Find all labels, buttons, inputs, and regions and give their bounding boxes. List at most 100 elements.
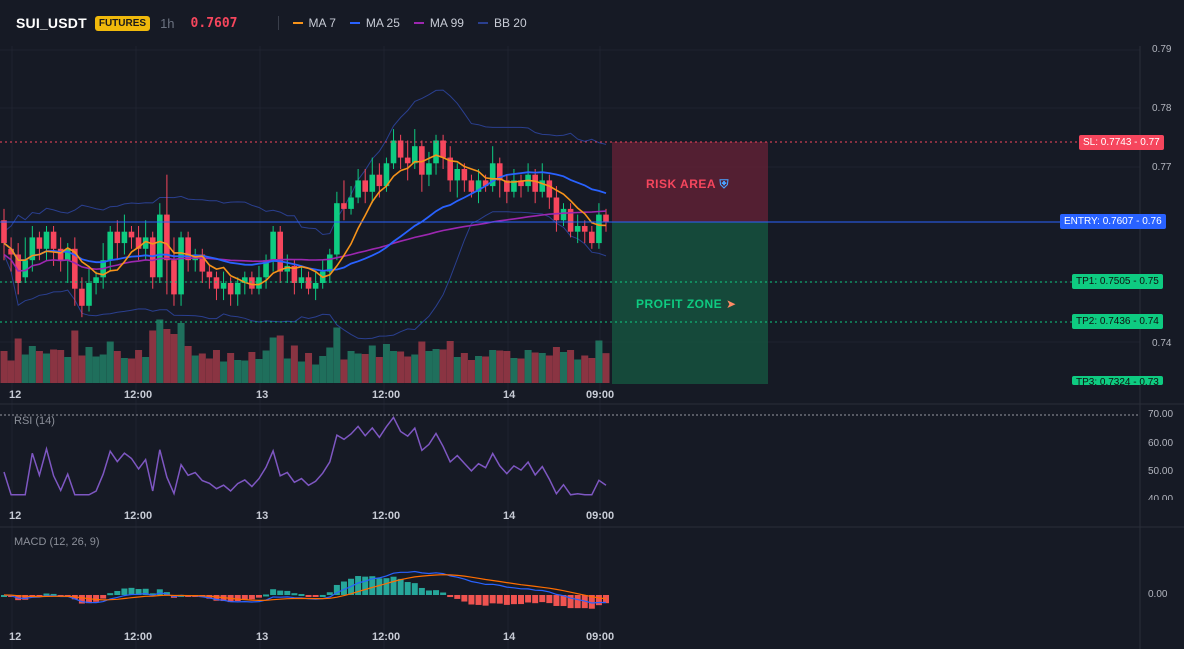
macd-histogram-bar: [525, 595, 532, 603]
entry-tag[interactable]: ENTRY: 0.7607 - 0.76: [1060, 214, 1166, 229]
candle-body: [553, 197, 560, 221]
candle-body: [277, 231, 284, 272]
time-label: 12:00: [372, 510, 401, 522]
time-label: 12:00: [124, 631, 153, 643]
candle-body: [489, 163, 496, 187]
macd-histogram-bar: [43, 593, 50, 596]
timeframe-label[interactable]: 1h: [160, 15, 175, 31]
rsi-title[interactable]: RSI (14): [14, 415, 55, 427]
macd-histogram-bar: [270, 589, 277, 595]
candle-body: [64, 248, 71, 261]
macd-histogram-bar: [447, 595, 454, 598]
macd-histogram-bar: [383, 578, 390, 595]
candle-body: [355, 180, 361, 198]
volume-bar: [120, 358, 128, 383]
signal-line: [3, 574, 607, 602]
price-label: 0.78: [1152, 103, 1172, 114]
macd-histogram-bar: [50, 593, 57, 596]
ma25-swatch: [349, 22, 360, 24]
candle-body: [397, 140, 404, 158]
volume-bar: [177, 323, 185, 383]
volume-bar: [35, 351, 43, 383]
legend-ma99[interactable]: MA 99: [413, 16, 464, 30]
volume-bar: [248, 352, 256, 383]
macd-histogram-bar: [78, 595, 85, 604]
volume-bar: [42, 353, 50, 383]
candle-body: [376, 174, 383, 187]
volume-bar: [390, 351, 398, 383]
tp1-tag[interactable]: TP1: 0.7505 - 0.75: [1072, 274, 1163, 289]
ma7-line: [3, 154, 607, 286]
macd-histogram-bar: [588, 595, 595, 609]
candle-body: [291, 265, 298, 283]
price-label: 0.77: [1152, 162, 1172, 173]
symbol-title[interactable]: SUI_USDT: [16, 15, 87, 31]
volume-bar: [595, 340, 603, 383]
time-label: 12:00: [372, 389, 401, 401]
macd-title[interactable]: MACD (12, 26, 9): [14, 536, 100, 548]
macd-histogram-bar: [248, 595, 255, 600]
bb-upper: [3, 89, 607, 236]
candle-body: [213, 277, 220, 289]
candle-body: [234, 282, 241, 295]
volume-bar: [21, 354, 29, 383]
volume-bar: [127, 358, 135, 383]
volume-bar: [78, 355, 86, 383]
bollinger-bands: [3, 89, 607, 340]
macd-histogram-bar: [114, 591, 121, 595]
volume-bar: [418, 341, 426, 383]
tp3-tag[interactable]: TP3: 0.7324 - 0.73: [1072, 376, 1163, 385]
risk-area-text: RISK AREA: [646, 177, 716, 191]
volume-bar: [85, 347, 93, 383]
legend-ma7[interactable]: MA 7: [292, 16, 336, 30]
volume-bar: [453, 357, 461, 383]
time-label: 12: [9, 510, 22, 522]
candle-body: [142, 237, 149, 249]
volume-bar: [333, 327, 341, 383]
volume-bar: [425, 351, 433, 383]
candle-body: [404, 157, 411, 164]
legend-ma25[interactable]: MA 25: [349, 16, 400, 30]
macd-histogram-bar: [496, 595, 503, 604]
time-label: 12:00: [124, 389, 153, 401]
time-label: 14: [503, 631, 516, 643]
macd-pane: [1, 570, 609, 609]
macd-histogram-bar: [503, 595, 510, 605]
sl-tag[interactable]: SL: 0.7743 - 0.77: [1079, 135, 1164, 150]
rocket-icon: ➤: [726, 297, 737, 311]
volume-bar: [404, 356, 412, 383]
macd-histogram-bar: [546, 595, 553, 604]
candle-body: [348, 197, 354, 209]
volume-bar: [0, 351, 8, 383]
volume-bar: [14, 338, 22, 383]
candle-body: [72, 248, 78, 289]
candle-body: [242, 277, 248, 283]
candle-body: [596, 214, 602, 244]
volume-bar: [163, 329, 171, 383]
macd-histogram-bar: [319, 594, 326, 597]
time-label: 12: [9, 631, 22, 643]
volume-bar: [482, 356, 490, 383]
candle-body: [185, 237, 191, 261]
candle-body: [36, 237, 43, 249]
futures-badge: FUTURES: [94, 15, 151, 31]
candle-body: [518, 180, 524, 187]
price-label: 0.74: [1152, 338, 1172, 349]
volume-bar: [602, 353, 610, 383]
time-label: 13: [256, 510, 269, 522]
candle-body: [256, 277, 262, 289]
candle-body: [567, 208, 574, 232]
volume-bar: [234, 360, 242, 383]
volume-bar: [347, 351, 355, 383]
legend-bb20[interactable]: BB 20: [477, 16, 527, 30]
tp2-tag[interactable]: TP2: 0.7436 - 0.74: [1072, 314, 1163, 329]
macd-histogram-bar: [418, 587, 425, 595]
last-price: 0.7607: [190, 15, 238, 31]
volume-bar: [354, 353, 362, 383]
macd-histogram-bar: [518, 595, 525, 605]
candle-body: [411, 146, 418, 164]
volume-bar: [375, 357, 383, 383]
candle-body: [447, 157, 453, 181]
volume-bar: [460, 353, 468, 383]
